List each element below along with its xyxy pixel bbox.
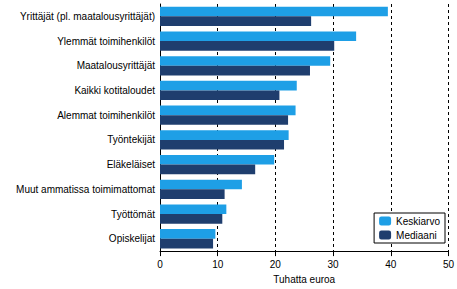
svg-text:Ylemmät toimihenkilöt: Ylemmät toimihenkilöt: [57, 36, 155, 47]
svg-text:Muut ammatissa toimimattomat: Muut ammatissa toimimattomat: [16, 184, 155, 195]
svg-text:Alemmat toimihenkilöt: Alemmat toimihenkilöt: [57, 110, 155, 121]
svg-text:Maatalousyrittäjät: Maatalousyrittäjät: [77, 60, 156, 71]
svg-text:Tuhatta euroa: Tuhatta euroa: [273, 274, 335, 285]
svg-text:0: 0: [157, 259, 163, 270]
svg-text:Mediaani: Mediaani: [396, 230, 437, 241]
svg-text:40: 40: [385, 259, 397, 270]
svg-text:10: 10: [212, 259, 224, 270]
svg-text:Eläkeläiset: Eläkeläiset: [107, 159, 156, 170]
svg-text:Yrittäjät (pl. maatalousyrittä: Yrittäjät (pl. maatalousyrittäjät): [20, 11, 155, 22]
svg-text:Työntekijät: Työntekijät: [107, 134, 155, 145]
svg-text:30: 30: [328, 259, 340, 270]
svg-text:Opiskelijat: Opiskelijat: [109, 233, 155, 244]
svg-text:20: 20: [270, 259, 282, 270]
svg-text:50: 50: [443, 259, 455, 270]
svg-text:Työttömät: Työttömät: [111, 209, 155, 220]
svg-text:Keskiarvo: Keskiarvo: [396, 216, 440, 227]
svg-text:Kaikki kotitaloudet: Kaikki kotitaloudet: [74, 85, 155, 96]
